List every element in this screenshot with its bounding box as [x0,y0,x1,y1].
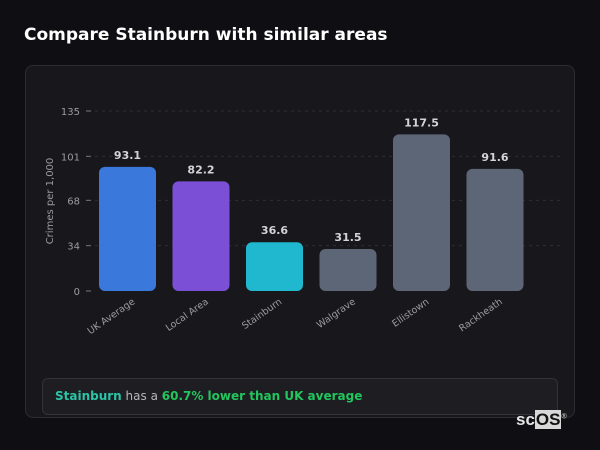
bar-rackheath [466,168,524,291]
bar-stainburn [246,242,303,291]
registered-mark: ® [561,413,567,421]
x-tick-label: Ellistown [390,296,431,329]
page-title: Compare Stainburn with similar areas [24,25,388,45]
data-label: 82.2 [187,163,214,176]
logo-text: sc [516,410,535,429]
x-tick-label: Rackheath [457,296,505,334]
data-label: 31.5 [334,231,361,244]
bar-local-area [172,181,230,291]
insight-text: has a [121,389,162,403]
logo-text-os: OS [534,410,562,429]
x-tick-label: Stainburn [240,296,284,331]
data-label: 36.6 [261,224,288,237]
scos-logo: scOS® [516,410,567,430]
bar-walgrave [319,249,377,291]
x-tick-label: Walgrave [315,296,358,331]
bar-uk-average [99,166,156,291]
y-tick-label: 68 [67,196,80,207]
insight-comparison: 60.7% lower than UK average [161,389,363,403]
x-tick-label: Local Area [164,296,211,333]
data-label: 93.1 [114,149,141,162]
y-tick-label: 101 [61,152,80,163]
data-label: 117.5 [404,116,439,129]
data-label: 91.6 [481,151,508,164]
y-tick-label: 34 [67,242,80,253]
insight-box: Stainburn has a 60.7% lower than UK aver… [42,378,558,415]
insight-area: Stainburn [55,389,122,403]
y-axis-label: Crimes per 1,000 [45,158,56,245]
y-tick-label: 135 [61,107,80,118]
y-tick-label: 0 [74,287,80,298]
bar-ellistown [393,134,450,291]
x-tick-label: UK Average [86,296,138,337]
